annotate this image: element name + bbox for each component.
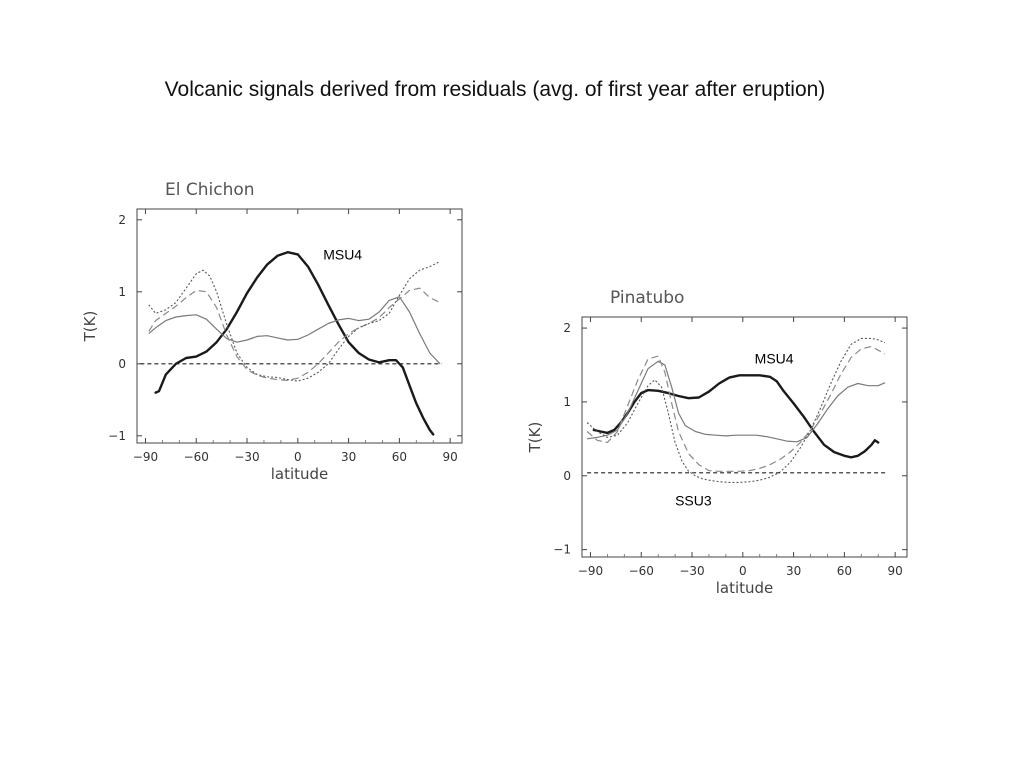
annotation-label: MSU4 [755,351,794,367]
chart-title: El Chichon [165,180,255,200]
plot-frame [136,208,463,444]
y-axis-label: T(K) [526,422,544,454]
chart-title: Pinatubo [610,288,684,308]
y-tick-label: 2 [118,213,126,227]
annotation-label: SSU3 [675,492,712,508]
series-line-thin [148,296,441,365]
y-tick-label: −1 [108,429,126,443]
x-tick-label: 0 [294,450,302,464]
x-tick-label: 30 [341,450,356,464]
x-tick-label: 90 [888,564,903,578]
x-axis-label: latitude [716,579,774,597]
y-tick-label: 0 [563,469,571,483]
annotation-label: MSU4 [323,246,362,262]
series-line-dashed [586,345,886,472]
x-tick-label: −60 [629,564,654,578]
x-tick-label: 30 [786,564,801,578]
y-axis-label: T(K) [81,311,99,343]
y-tick-label: 2 [563,321,571,335]
y-tick-label: 1 [563,395,571,409]
y-tick-label: 1 [118,285,126,299]
plot-frame [581,316,908,558]
x-tick-label: 0 [739,564,747,578]
x-tick-label: −30 [679,564,704,578]
y-tick-label: −1 [553,543,571,557]
x-tick-label: −90 [133,450,158,464]
x-tick-label: −60 [184,450,209,464]
series-line-dotted [148,261,441,382]
series-line-thick [154,251,435,436]
x-tick-label: −30 [234,450,259,464]
series-line-dotted [586,337,886,483]
x-axis-label: latitude [271,465,329,483]
x-tick-label: 60 [392,450,407,464]
x-tick-label: 90 [443,450,458,464]
series-line-dashed [148,287,441,382]
x-tick-label: −90 [578,564,603,578]
slide-title: Volcanic signals derived from residuals … [164,78,826,101]
y-tick-label: 0 [118,357,126,371]
x-tick-label: 60 [837,564,852,578]
series-line-thick [592,374,880,459]
series-line-thin [587,360,886,443]
